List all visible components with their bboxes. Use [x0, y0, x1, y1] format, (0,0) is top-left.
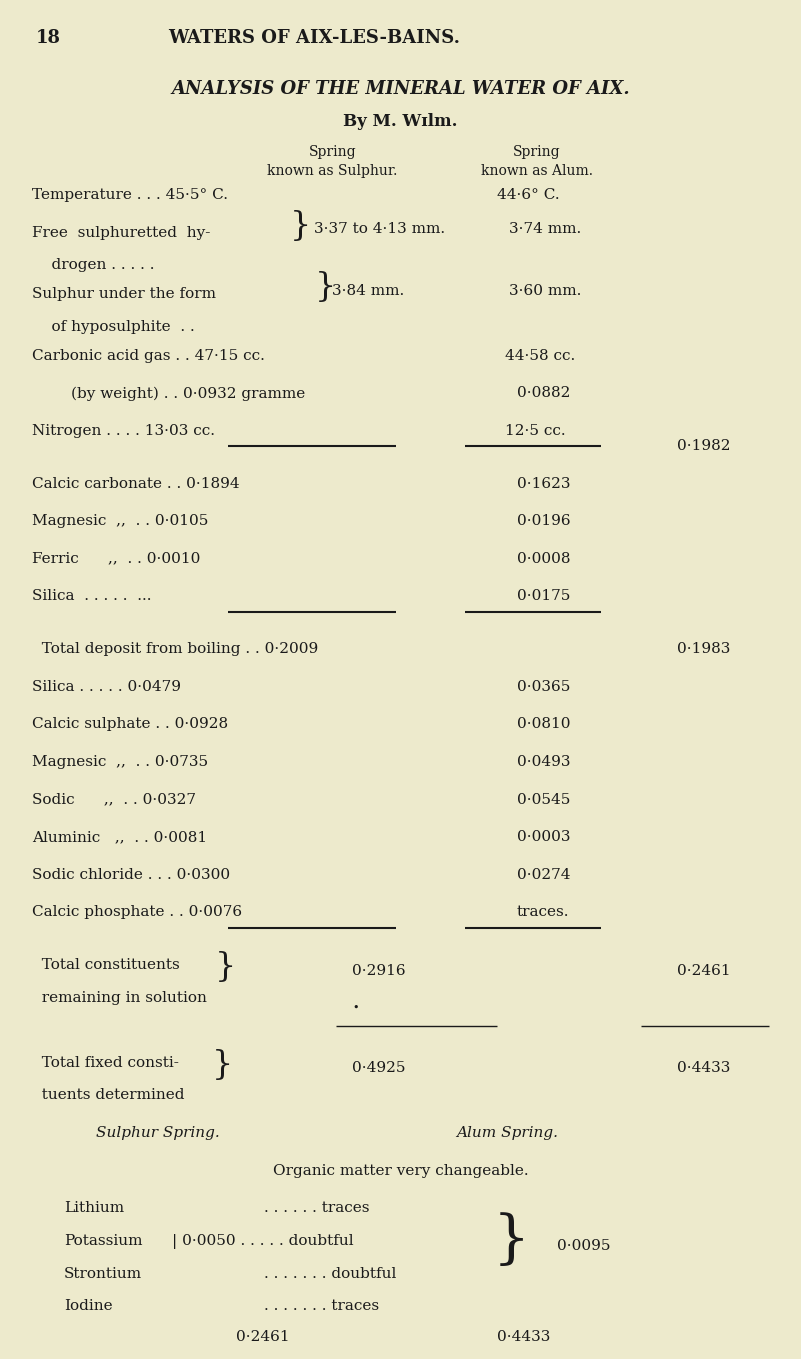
Text: Sulphur under the form: Sulphur under the form: [32, 287, 216, 302]
Text: Total constituents: Total constituents: [32, 958, 179, 972]
Text: •: •: [352, 1003, 359, 1014]
Text: 18: 18: [36, 29, 61, 46]
Text: | 0·0050 . . . . . doubtful: | 0·0050 . . . . . doubtful: [172, 1234, 354, 1249]
Text: tuents determined: tuents determined: [32, 1089, 184, 1102]
Text: 12·5 cc.: 12·5 cc.: [505, 424, 566, 438]
Text: known as Alum.: known as Alum.: [481, 164, 593, 178]
Text: Lithium: Lithium: [64, 1201, 124, 1215]
Text: 3·60 mm.: 3·60 mm.: [509, 284, 581, 298]
Text: of hyposulphite  . .: of hyposulphite . .: [32, 319, 195, 334]
Text: Sulphur Spring.: Sulphur Spring.: [96, 1127, 219, 1140]
Text: 0·4925: 0·4925: [352, 1061, 406, 1075]
Text: Sodic chloride . . . 0·0300: Sodic chloride . . . 0·0300: [32, 868, 230, 882]
Text: WATERS OF AIX-LES-BAINS.: WATERS OF AIX-LES-BAINS.: [168, 29, 461, 46]
Text: 0·4433: 0·4433: [677, 1061, 731, 1075]
Text: Ferric      ,,  . . 0·0010: Ferric ,, . . 0·0010: [32, 552, 200, 565]
Text: Total fixed consti-: Total fixed consti-: [32, 1056, 179, 1070]
Text: Nitrogen . . . . 13·03 cc.: Nitrogen . . . . 13·03 cc.: [32, 424, 215, 438]
Text: ANALYSIS OF THE MINERAL WATER OF AIX.: ANALYSIS OF THE MINERAL WATER OF AIX.: [171, 80, 630, 98]
Text: Aluminic   ,,  . . 0·0081: Aluminic ,, . . 0·0081: [32, 830, 207, 844]
Text: 0·2461: 0·2461: [236, 1330, 290, 1344]
Text: Carbonic acid gas . . 47·15 cc.: Carbonic acid gas . . 47·15 cc.: [32, 349, 265, 363]
Text: 44·6° C.: 44·6° C.: [497, 188, 559, 202]
Text: Silica . . . . . 0·0479: Silica . . . . . 0·0479: [32, 680, 181, 693]
Text: Sodic      ,,  . . 0·0327: Sodic ,, . . 0·0327: [32, 792, 196, 806]
Text: Iodine: Iodine: [64, 1299, 113, 1313]
Text: Calcic carbonate . . 0·1894: Calcic carbonate . . 0·1894: [32, 477, 239, 491]
Text: Alum Spring.: Alum Spring.: [457, 1127, 558, 1140]
Text: }: }: [290, 209, 312, 242]
Text: 0·0274: 0·0274: [517, 868, 570, 882]
Text: 3·37 to 4·13 mm.: 3·37 to 4·13 mm.: [314, 223, 445, 236]
Text: 3·74 mm.: 3·74 mm.: [509, 223, 581, 236]
Text: Temperature . . . 45·5° C.: Temperature . . . 45·5° C.: [32, 188, 228, 202]
Text: 0·0365: 0·0365: [517, 680, 570, 693]
Text: 0·0493: 0·0493: [517, 754, 570, 769]
Text: }: }: [212, 1049, 234, 1080]
Text: 0·0882: 0·0882: [517, 386, 570, 400]
Text: (by weight) . . 0·0932 gramme: (by weight) . . 0·0932 gramme: [32, 386, 305, 401]
Text: }: }: [493, 1214, 529, 1269]
Text: Spring: Spring: [513, 145, 561, 159]
Text: 44·58 cc.: 44·58 cc.: [505, 349, 575, 363]
Text: 0·1623: 0·1623: [517, 477, 570, 491]
Text: . . . . . . . traces: . . . . . . . traces: [264, 1299, 380, 1313]
Text: }: }: [315, 272, 336, 303]
Text: Magnesic  ,,  . . 0·0735: Magnesic ,, . . 0·0735: [32, 754, 208, 769]
Text: 0·4433: 0·4433: [497, 1330, 550, 1344]
Text: Spring: Spring: [308, 145, 356, 159]
Text: 0·2916: 0·2916: [352, 964, 406, 977]
Text: 3·84 mm.: 3·84 mm.: [332, 284, 405, 298]
Text: drogen . . . . .: drogen . . . . .: [32, 258, 155, 272]
Text: Organic matter very changeable.: Organic matter very changeable.: [272, 1163, 529, 1178]
Text: Calcic phosphate . . 0·0076: Calcic phosphate . . 0·0076: [32, 905, 242, 919]
Text: 0·2461: 0·2461: [677, 964, 731, 977]
Text: 0·0003: 0·0003: [517, 830, 570, 844]
Text: Calcic sulphate . . 0·0928: Calcic sulphate . . 0·0928: [32, 718, 228, 731]
Text: . . . . . . traces: . . . . . . traces: [264, 1201, 370, 1215]
Text: 0·0545: 0·0545: [517, 792, 570, 806]
Text: 0·0095: 0·0095: [557, 1239, 610, 1253]
Text: known as Sulphur.: known as Sulphur.: [268, 164, 397, 178]
Text: traces.: traces.: [517, 905, 570, 919]
Text: By M. Wɪlm.: By M. Wɪlm.: [344, 113, 457, 130]
Text: 0·1983: 0·1983: [677, 641, 731, 656]
Text: Strontium: Strontium: [64, 1267, 143, 1280]
Text: Total deposit from boiling . . 0·2009: Total deposit from boiling . . 0·2009: [32, 641, 318, 656]
Text: remaining in solution: remaining in solution: [32, 991, 207, 1004]
Text: }: }: [215, 951, 236, 983]
Text: 0·0175: 0·0175: [517, 590, 570, 603]
Text: 0·0196: 0·0196: [517, 514, 570, 529]
Text: 0·0008: 0·0008: [517, 552, 570, 565]
Text: Potassium: Potassium: [64, 1234, 143, 1248]
Text: 0·0810: 0·0810: [517, 718, 570, 731]
Text: 0·1982: 0·1982: [677, 439, 731, 453]
Text: Silica  . . . . .  ...: Silica . . . . . ...: [32, 590, 151, 603]
Text: Magnesic  ,,  . . 0·0105: Magnesic ,, . . 0·0105: [32, 514, 208, 529]
Text: Free  sulphuretted  hy-: Free sulphuretted hy-: [32, 226, 211, 239]
Text: . . . . . . . doubtful: . . . . . . . doubtful: [264, 1267, 396, 1280]
